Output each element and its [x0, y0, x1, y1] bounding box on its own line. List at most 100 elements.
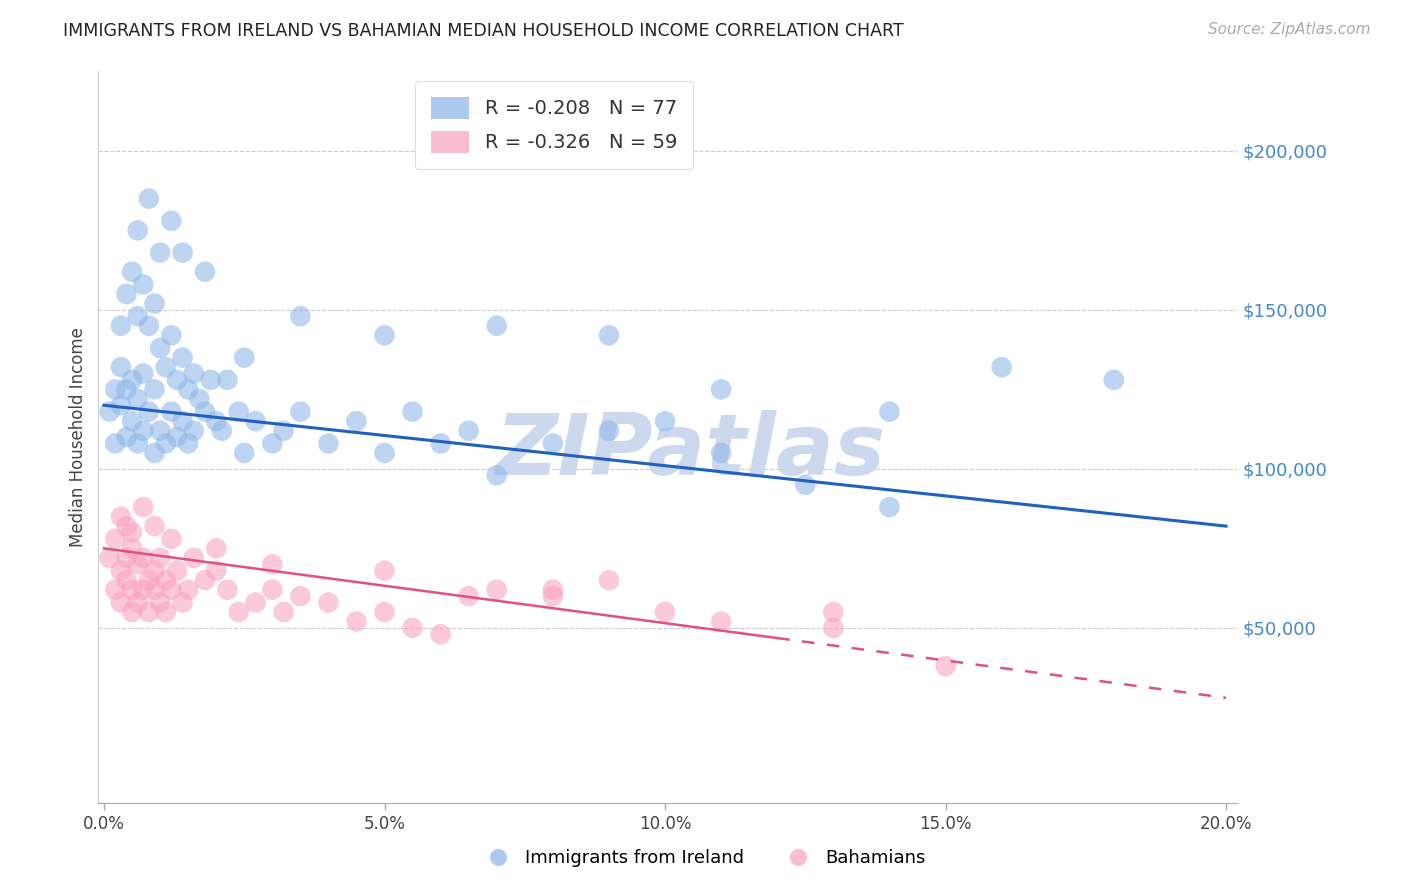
Point	[373, 328, 395, 343]
Point	[172, 351, 194, 365]
Point	[121, 605, 143, 619]
Point	[177, 383, 200, 397]
Point	[121, 265, 143, 279]
Point	[541, 589, 564, 603]
Point	[183, 424, 205, 438]
Point	[155, 360, 177, 375]
Point	[194, 573, 217, 587]
Point	[98, 404, 121, 418]
Point	[541, 582, 564, 597]
Point	[233, 446, 256, 460]
Point	[188, 392, 211, 406]
Point	[373, 446, 395, 460]
Point	[823, 621, 845, 635]
Point	[228, 605, 250, 619]
Point	[172, 414, 194, 428]
Point	[935, 659, 957, 673]
Point	[262, 558, 284, 572]
Point	[172, 595, 194, 609]
Point	[485, 318, 508, 333]
Point	[115, 573, 138, 587]
Point	[115, 550, 138, 565]
Point	[121, 525, 143, 540]
Text: Source: ZipAtlas.com: Source: ZipAtlas.com	[1208, 22, 1371, 37]
Point	[879, 404, 901, 418]
Point	[110, 564, 132, 578]
Point	[138, 192, 160, 206]
Point	[205, 564, 228, 578]
Point	[115, 287, 138, 301]
Point	[155, 605, 177, 619]
Point	[457, 589, 479, 603]
Point	[205, 541, 228, 556]
Legend: R = -0.208   N = 77, R = -0.326   N = 59: R = -0.208 N = 77, R = -0.326 N = 59	[415, 81, 693, 169]
Point	[273, 424, 295, 438]
Point	[245, 414, 267, 428]
Point	[990, 360, 1012, 375]
Point	[177, 582, 200, 597]
Point	[794, 477, 817, 491]
Point	[104, 383, 127, 397]
Point	[318, 436, 340, 450]
Point	[127, 310, 149, 324]
Text: ZIPatlas: ZIPatlas	[495, 410, 886, 493]
Point	[132, 367, 155, 381]
Point	[132, 424, 155, 438]
Point	[149, 595, 172, 609]
Point	[217, 373, 239, 387]
Point	[654, 414, 676, 428]
Point	[166, 430, 188, 444]
Point	[138, 605, 160, 619]
Point	[138, 404, 160, 418]
Point	[823, 605, 845, 619]
Point	[127, 392, 149, 406]
Point	[183, 367, 205, 381]
Point	[143, 582, 166, 597]
Point	[373, 605, 395, 619]
Y-axis label: Median Household Income: Median Household Income	[69, 327, 87, 547]
Legend: Immigrants from Ireland, Bahamians: Immigrants from Ireland, Bahamians	[472, 842, 934, 874]
Point	[143, 564, 166, 578]
Point	[598, 573, 620, 587]
Point	[149, 341, 172, 355]
Point	[457, 424, 479, 438]
Point	[98, 550, 121, 565]
Point	[318, 595, 340, 609]
Point	[177, 436, 200, 450]
Point	[160, 328, 183, 343]
Point	[233, 351, 256, 365]
Point	[143, 446, 166, 460]
Point	[262, 582, 284, 597]
Point	[160, 404, 183, 418]
Point	[273, 605, 295, 619]
Point	[149, 550, 172, 565]
Point	[346, 615, 368, 629]
Point	[132, 500, 155, 514]
Point	[541, 436, 564, 450]
Point	[110, 360, 132, 375]
Point	[710, 383, 733, 397]
Point	[429, 627, 451, 641]
Point	[127, 223, 149, 237]
Point	[194, 265, 217, 279]
Point	[138, 573, 160, 587]
Point	[290, 310, 312, 324]
Point	[160, 582, 183, 597]
Point	[127, 436, 149, 450]
Point	[217, 582, 239, 597]
Point	[104, 532, 127, 546]
Point	[115, 519, 138, 533]
Point	[104, 436, 127, 450]
Text: IMMIGRANTS FROM IRELAND VS BAHAMIAN MEDIAN HOUSEHOLD INCOME CORRELATION CHART: IMMIGRANTS FROM IRELAND VS BAHAMIAN MEDI…	[63, 22, 904, 40]
Point	[149, 424, 172, 438]
Point	[121, 582, 143, 597]
Point	[121, 541, 143, 556]
Point	[290, 589, 312, 603]
Point	[211, 424, 233, 438]
Point	[1102, 373, 1125, 387]
Point	[138, 318, 160, 333]
Point	[166, 564, 188, 578]
Point	[401, 621, 423, 635]
Point	[485, 582, 508, 597]
Point	[160, 532, 183, 546]
